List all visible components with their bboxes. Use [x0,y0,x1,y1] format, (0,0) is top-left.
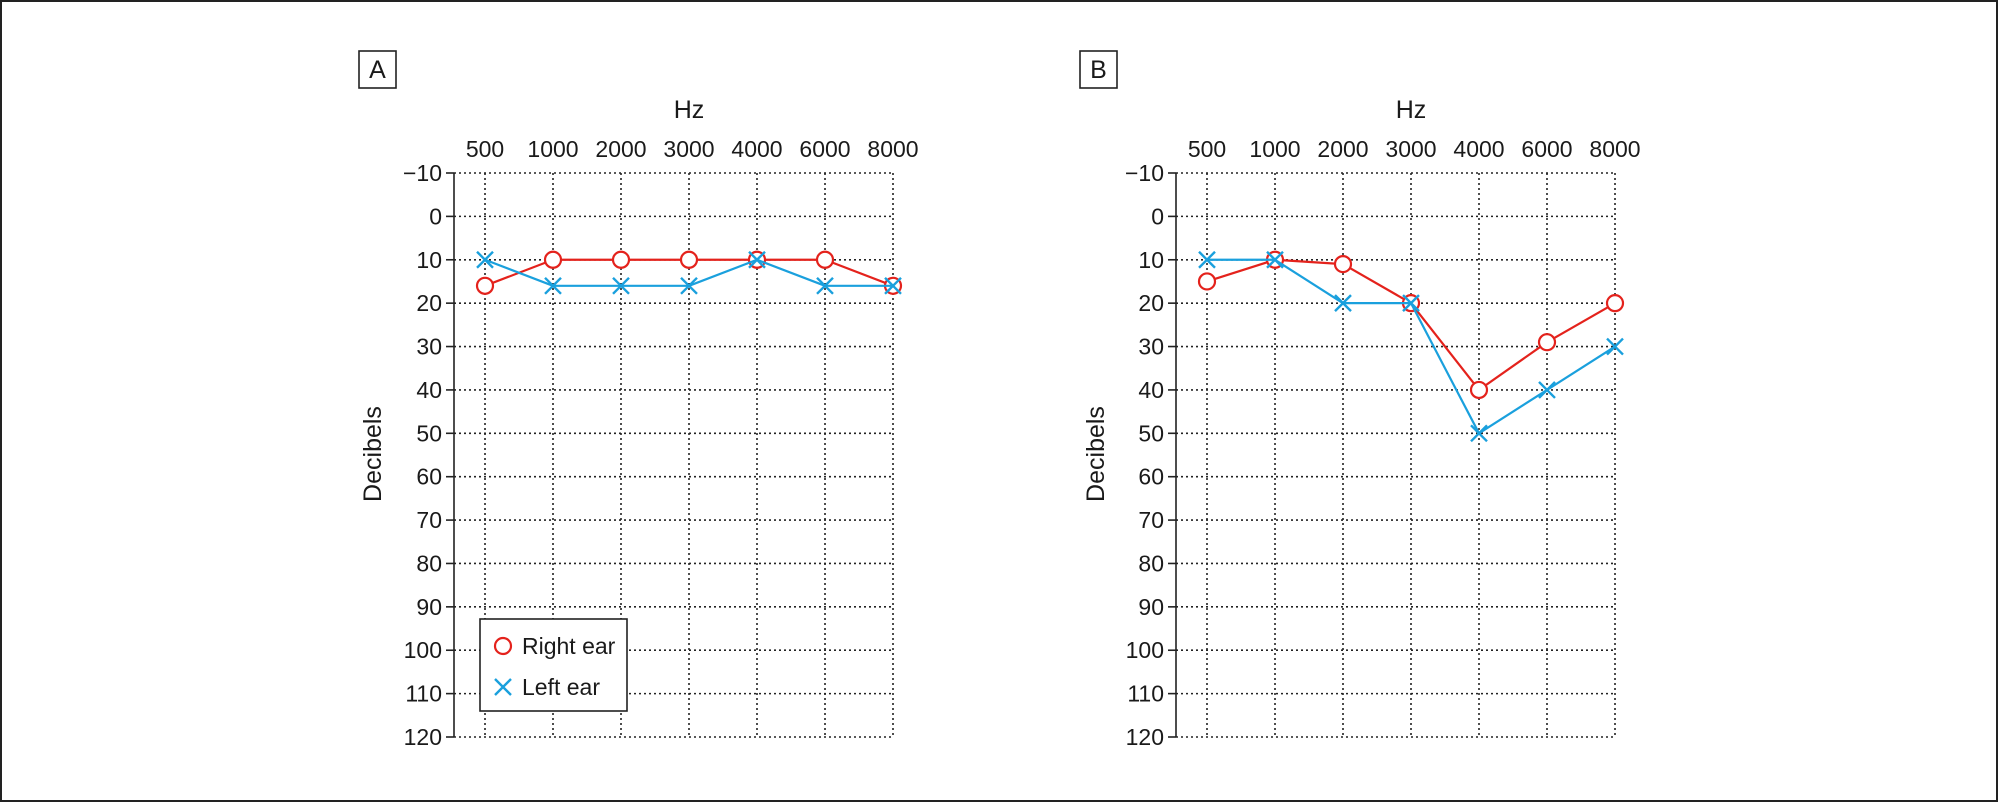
legend-item-left-ear: Left ear [494,674,600,700]
panel-b-x-tick-label: 3000 [1385,136,1436,162]
legend-box [479,618,628,712]
panel-a-point-left-ear [612,276,630,295]
panel-a-point-left-ear [544,276,562,295]
panel-b-point-left-ear [1538,381,1556,399]
panel-b-point-right-ear [1197,272,1217,291]
panel-a-label: A [369,56,386,84]
panel-b-y-axis-title: Decibels [1082,406,1110,502]
panel-b-x-tick-label: 8000 [1589,136,1640,162]
panel-a-x-tick-label: 6000 [799,136,850,162]
panel-a-y-tick-label: 10 [416,247,442,273]
panel-b-y-tick-label: 100 [1126,637,1164,663]
panel-b-y-tick-label: 20 [1138,290,1164,316]
legend-label-right-ear: Right ear [522,633,616,659]
panel-b-y-tick-label: 90 [1138,594,1164,620]
panel-b-y-tick-label: 60 [1138,464,1164,490]
panel-b-y-tick-label: 30 [1138,334,1164,360]
panel-b-x-tick-label: 6000 [1521,136,1572,162]
panel-a-y-tick-label: 100 [404,637,442,663]
panel-a-point-left-ear [816,276,834,295]
panel-b-y-tick-label: 70 [1138,507,1164,533]
panel-b-y-tick-label: 120 [1126,724,1164,750]
panel-a-y-tick-label: 0 [429,203,442,229]
panel-a-point-left-ear [680,276,698,295]
legend-item-right-ear: Right ear [493,633,616,659]
legend-x-marker-icon [494,678,512,696]
panel-b-point-right-ear [1333,255,1353,274]
panel-b-point-right-ear [1537,333,1557,352]
panel-a-x-axis-title: Hz [674,96,705,124]
panel-a-point-right-ear [815,250,835,269]
panel-a-y-tick-label: 60 [416,464,442,490]
panel-a-y-tick-label: 110 [405,681,442,707]
panel-a-y-tick-label: 30 [416,334,442,360]
panel-a-y-tick-label: 20 [416,290,442,316]
panel-a-point-right-ear [543,250,563,269]
panel-b-y-tick-label: −10 [1125,160,1164,186]
panel-b-x-tick-label: 4000 [1453,136,1504,162]
panel-a-y-tick-label: 80 [416,550,442,576]
panel-b-y-tick-label: 10 [1138,247,1164,273]
panel-a-x-tick-label: 3000 [663,136,714,162]
panel-b-x-tick-label: 500 [1188,136,1226,162]
panel-b-y-tick-label: 40 [1138,377,1164,403]
panel-a-point-right-ear [679,250,699,269]
panel-b-point-left-ear [1402,294,1420,313]
panel-a-point-right-ear [475,276,495,295]
panel-a-x-tick-label: 2000 [595,136,646,162]
panel-a-x-tick-label: 1000 [527,136,578,162]
panel-a-x-tick-label: 4000 [731,136,782,162]
panel-b-label-box [1079,50,1118,89]
panel-a-x-tick-label: 500 [466,136,504,162]
panel-b-x-tick-label: 2000 [1317,136,1368,162]
legend-label-left-ear: Left ear [522,674,600,700]
panel-a-x-tick-label: 8000 [867,136,918,162]
panel-b-plot-area: −10 0 10 20 30 40 50 60 70 80 90 100 110 120 500 1000 20… [1125,136,1641,750]
panel-b-y-tick-label: 0 [1151,203,1164,229]
panel-a-point-left-ear [748,250,766,269]
panel-a-y-tick-label: 50 [416,420,442,446]
legend-circle-marker-icon [493,636,513,656]
panel-a-plot-area: −10 0 10 20 30 40 50 60 70 80 90 100 110 120 500 1000 20… [403,136,919,750]
panel-b-point-left-ear [1334,294,1352,313]
panel-b-point-left-ear [1198,250,1216,269]
panel-a-point-right-ear [611,250,631,269]
panel-a-y-tick-label: 90 [416,594,442,620]
panel-a-y-tick-label: −10 [403,160,442,186]
panel-b: B Hz Decibels −10 0 10 20 30 40 50 60 70 80 90 100 1… [1079,50,1641,750]
panel-b-y-tick-label: 80 [1138,550,1164,576]
panel-b-point-right-ear [1605,294,1625,313]
panel-b-point-left-ear [1470,424,1488,443]
panel-b-y-tick-label: 110 [1127,681,1164,707]
panel-a-point-left-ear [476,250,494,269]
panel-b-point-right-ear [1469,380,1489,400]
panel-b-y-tick-label: 50 [1138,420,1164,446]
panel-a-y-tick-label: 40 [416,377,442,403]
panel-a-y-tick-label: 70 [416,507,442,533]
panel-a-label-box [358,50,397,89]
panel-a-point-left-ear [884,276,902,295]
panel-b-x-tick-label: 1000 [1249,136,1300,162]
panel-b-label: B [1090,56,1107,84]
legend: Right ear Left ear [479,618,628,712]
panel-a-y-tick-label: 120 [404,724,442,750]
panel-a: A Hz Decibels −10 0 10 20 30 40 50 60 70 80 90 100 1… [358,50,919,750]
panel-b-point-left-ear [1606,337,1624,356]
panel-b-x-axis-title: Hz [1396,96,1427,124]
panel-a-y-axis-title: Decibels [359,406,387,502]
panel-b-point-left-ear [1266,250,1284,269]
